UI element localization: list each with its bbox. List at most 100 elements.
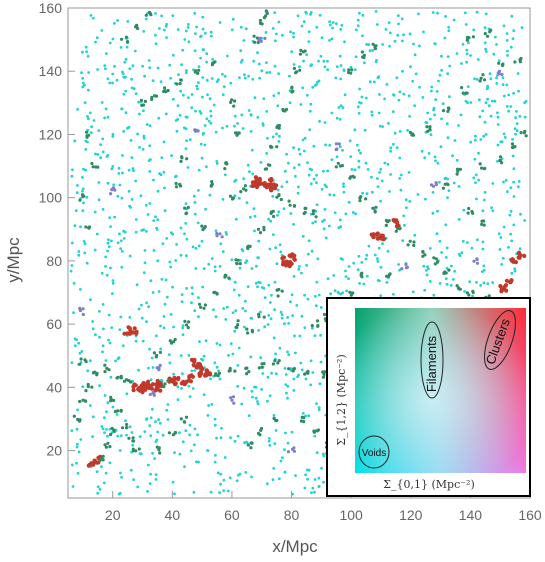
void-point (173, 451, 176, 454)
void-point (194, 32, 197, 35)
cluster-point (510, 257, 515, 262)
void-point (216, 471, 220, 475)
void-point (118, 183, 122, 187)
void-point (154, 42, 158, 46)
filament-point (103, 370, 107, 374)
void-point (356, 105, 360, 109)
cluster-point (92, 458, 97, 463)
filament-point (257, 431, 261, 436)
void-point (153, 457, 157, 460)
void-point (376, 185, 380, 189)
purple-point (81, 312, 85, 317)
void-point (397, 22, 400, 26)
filament-point (497, 61, 501, 65)
void-point (315, 181, 318, 185)
void-point (125, 45, 129, 49)
void-point (395, 76, 399, 80)
void-point (483, 191, 487, 194)
void-point (383, 161, 387, 165)
void-point (100, 29, 104, 32)
void-point (352, 261, 356, 265)
void-point (90, 125, 93, 129)
void-point (97, 198, 101, 202)
void-point (470, 246, 474, 250)
void-point (193, 427, 197, 431)
purple-point (151, 390, 155, 395)
cluster-point (281, 259, 286, 265)
void-point (138, 146, 141, 149)
void-point (183, 38, 187, 41)
void-point (141, 339, 145, 343)
void-point (273, 308, 276, 312)
void-point (319, 306, 323, 309)
void-point (405, 206, 408, 210)
filament-point (371, 42, 375, 46)
void-point (93, 210, 97, 214)
void-point (81, 50, 84, 54)
void-point (182, 93, 185, 97)
void-point (234, 217, 238, 221)
void-point (108, 341, 112, 345)
filament-point (314, 215, 318, 219)
filament-point (126, 40, 130, 44)
cluster-point (137, 385, 142, 390)
void-point (243, 441, 246, 445)
void-point (397, 98, 401, 102)
void-point (351, 211, 355, 214)
filament-point (311, 209, 315, 213)
void-point (264, 31, 268, 34)
void-point (322, 227, 326, 231)
void-point (98, 335, 101, 339)
cluster-point (292, 257, 297, 262)
void-point (277, 477, 281, 481)
filament-point (236, 323, 240, 327)
void-point (495, 43, 498, 46)
void-point (205, 165, 208, 169)
void-point (279, 459, 283, 463)
void-point (422, 264, 426, 268)
void-point (81, 385, 85, 389)
filament-point (272, 416, 276, 420)
void-point (339, 64, 343, 67)
void-point (285, 180, 289, 184)
void-point (169, 76, 173, 80)
void-point (378, 171, 381, 174)
void-point (176, 385, 180, 389)
void-point (290, 293, 294, 297)
void-point (336, 290, 340, 294)
filament-point (478, 79, 482, 83)
void-point (184, 202, 188, 206)
void-point (453, 139, 457, 142)
void-point (237, 473, 240, 477)
void-point (362, 282, 366, 286)
filament-point (518, 58, 522, 62)
cluster-point (134, 329, 139, 334)
void-point (348, 139, 352, 143)
void-point (201, 95, 204, 99)
void-point (171, 97, 175, 101)
void-point (491, 209, 495, 213)
filament-point (321, 375, 325, 379)
filament-point (166, 379, 170, 383)
void-point (462, 208, 466, 212)
void-point (163, 302, 167, 306)
void-point (475, 10, 479, 14)
void-point (512, 92, 515, 95)
void-point (273, 39, 277, 43)
void-point (299, 103, 303, 106)
filament-point (358, 196, 362, 200)
void-point (320, 187, 324, 191)
void-point (154, 473, 158, 476)
void-point (191, 387, 195, 390)
filament-point (446, 182, 450, 187)
void-point (233, 124, 236, 128)
purple-point (81, 307, 85, 311)
void-point (147, 59, 151, 62)
filament-point (215, 292, 219, 296)
filament-point (406, 243, 410, 247)
void-point (273, 280, 277, 284)
void-point (511, 154, 515, 158)
void-point (389, 146, 393, 150)
void-point (502, 24, 506, 28)
void-point (187, 354, 191, 357)
